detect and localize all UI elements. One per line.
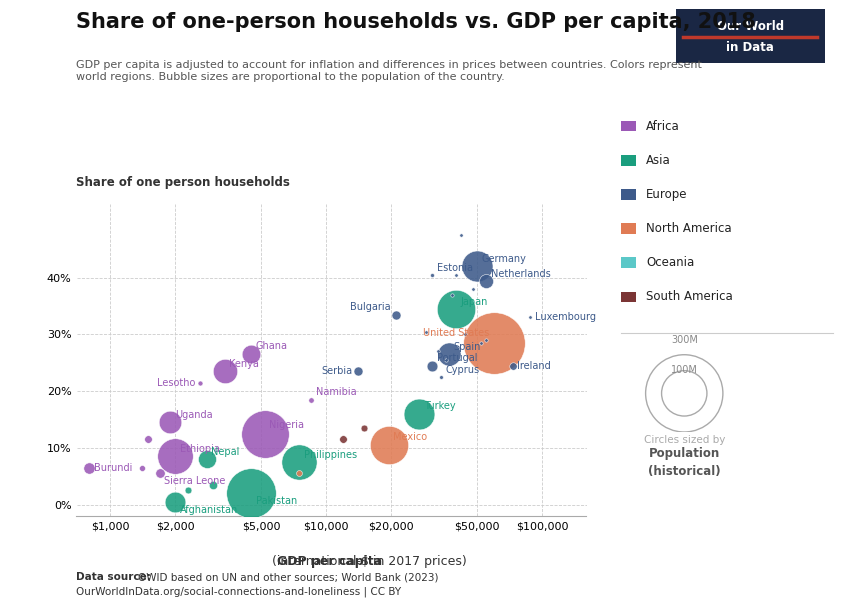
Point <box>432 347 445 356</box>
Text: Share of one person households: Share of one person households <box>76 176 291 189</box>
Text: OurWorldInData.org/social-connections-and-loneliness | CC BY: OurWorldInData.org/social-connections-an… <box>76 587 401 597</box>
Text: Nepal: Nepal <box>212 447 240 457</box>
Point <box>163 418 177 427</box>
Text: Europe: Europe <box>646 188 688 201</box>
Point <box>193 378 207 388</box>
Point <box>258 429 272 439</box>
Text: Serbia: Serbia <box>322 367 353 376</box>
Point <box>207 480 220 490</box>
Point <box>200 454 213 464</box>
Point <box>82 463 96 473</box>
Text: Estonia: Estonia <box>437 263 473 272</box>
Text: North America: North America <box>646 222 732 235</box>
Point <box>434 372 448 382</box>
Text: Uganda: Uganda <box>175 410 212 419</box>
Text: Data source:: Data source: <box>76 572 155 582</box>
Point <box>488 338 502 348</box>
Text: Netherlands: Netherlands <box>490 269 551 279</box>
Text: GDP per capita is adjusted to account for inflation and differences in prices be: GDP per capita is adjusted to account fo… <box>76 60 702 82</box>
Text: Portugal: Portugal <box>437 353 478 364</box>
Text: Pakistan: Pakistan <box>256 496 297 506</box>
Point <box>351 367 365 376</box>
Point <box>458 329 472 339</box>
Point <box>479 335 493 345</box>
Text: Cyprus: Cyprus <box>445 365 479 375</box>
Point <box>450 270 463 280</box>
Text: Philippines: Philippines <box>303 450 357 460</box>
Point <box>426 361 439 370</box>
Point <box>442 350 456 359</box>
Text: Share of one-person households vs. GDP per capita, 2018: Share of one-person households vs. GDP p… <box>76 12 756 32</box>
Text: Germany: Germany <box>482 254 527 264</box>
Text: (international-$ in 2017 prices): (international-$ in 2017 prices) <box>272 555 468 568</box>
Text: OWID based on UN and other sources; World Bank (2023): OWID based on UN and other sources; Worl… <box>138 572 439 582</box>
Point <box>474 338 488 348</box>
Text: Africa: Africa <box>646 119 680 133</box>
Point <box>292 457 306 467</box>
Text: Luxembourg: Luxembourg <box>535 313 596 322</box>
Text: Turkey: Turkey <box>424 401 456 411</box>
Point <box>471 262 484 271</box>
Point <box>426 270 439 280</box>
Text: Ireland: Ireland <box>518 361 551 371</box>
Point <box>168 497 182 506</box>
Text: Ghana: Ghana <box>256 341 288 352</box>
Point <box>358 423 371 433</box>
Point <box>412 409 426 419</box>
Text: Namibia: Namibia <box>315 387 356 397</box>
Point <box>245 488 258 498</box>
Text: Circles sized by: Circles sized by <box>643 435 725 445</box>
Point <box>141 434 155 444</box>
Point <box>153 469 167 478</box>
Point <box>389 310 403 319</box>
Text: Japan: Japan <box>461 296 488 307</box>
Point <box>524 313 537 322</box>
Text: in Data: in Data <box>726 41 774 55</box>
Point <box>304 395 318 404</box>
Text: Bulgaria: Bulgaria <box>350 302 391 313</box>
Point <box>168 452 182 461</box>
Point <box>419 327 433 337</box>
Point <box>382 440 396 450</box>
Point <box>135 463 149 473</box>
Text: Mexico: Mexico <box>394 432 428 442</box>
Point <box>218 367 232 376</box>
Text: Kenya: Kenya <box>230 359 259 369</box>
Text: (historical): (historical) <box>648 465 721 478</box>
Point <box>439 355 453 365</box>
Text: Sierra Leone: Sierra Leone <box>164 476 226 486</box>
Text: Spain: Spain <box>454 342 481 352</box>
Text: Ethiopia: Ethiopia <box>179 444 219 454</box>
Text: 300M: 300M <box>671 335 698 345</box>
Text: South America: South America <box>646 290 733 304</box>
Point <box>292 469 306 478</box>
Point <box>506 361 519 370</box>
Point <box>454 230 468 240</box>
Text: Burundi: Burundi <box>94 463 132 473</box>
Point <box>467 284 480 294</box>
Text: Our World: Our World <box>717 20 784 33</box>
Point <box>479 276 493 286</box>
Point <box>445 290 458 299</box>
Text: Oceania: Oceania <box>646 256 694 269</box>
Text: Population: Population <box>649 447 720 460</box>
Text: GDP per capita: GDP per capita <box>277 555 386 568</box>
Text: Nigeria: Nigeria <box>269 420 304 430</box>
Point <box>245 350 258 359</box>
Point <box>337 434 350 444</box>
Text: Asia: Asia <box>646 154 671 167</box>
Text: 100M: 100M <box>671 365 698 375</box>
Text: Afghanistan: Afghanistan <box>179 505 238 515</box>
Text: Lesotho: Lesotho <box>156 377 195 388</box>
Point <box>450 304 463 314</box>
Point <box>181 485 195 495</box>
Text: United States: United States <box>423 328 490 338</box>
